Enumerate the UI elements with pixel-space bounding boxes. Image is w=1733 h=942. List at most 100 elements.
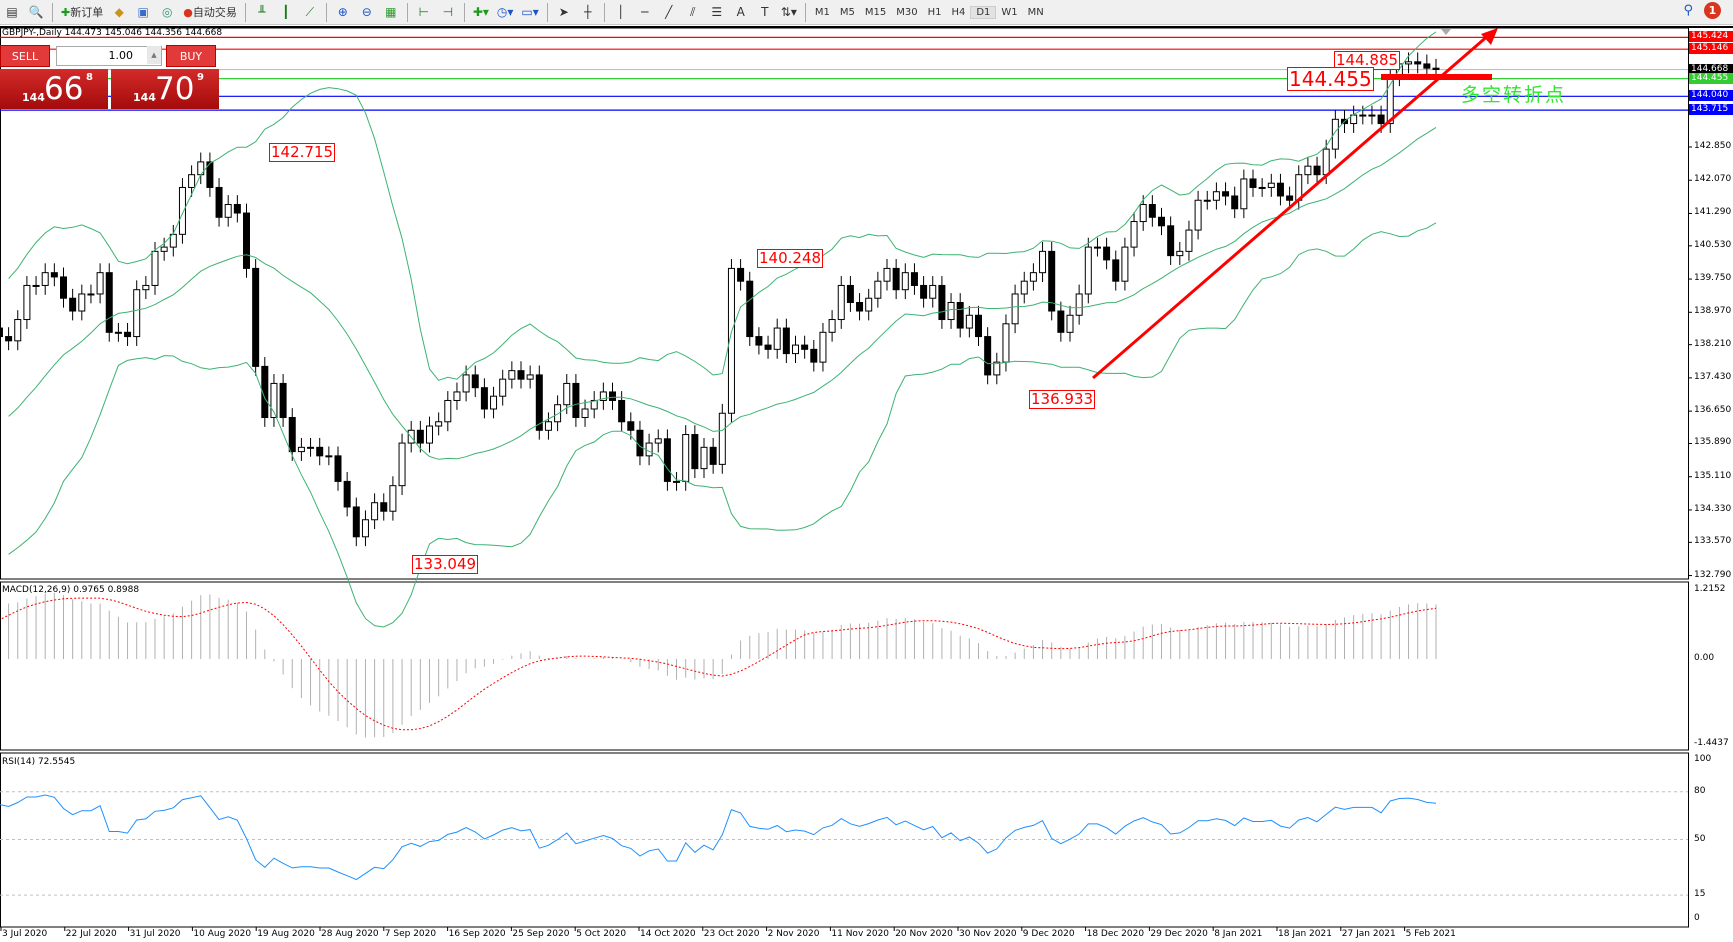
zoom-in-icon[interactable]: ⊕ xyxy=(337,5,348,19)
timeframe-h1[interactable]: H1 xyxy=(927,6,942,18)
sell-price-pips: 66 xyxy=(44,71,84,107)
candle-body xyxy=(965,314,973,329)
text-icon[interactable]: A xyxy=(736,5,745,19)
auto-trading-icon: ● xyxy=(183,5,193,19)
price-tag: 145.424 xyxy=(1689,31,1733,43)
macd-pane-frame xyxy=(0,581,1689,751)
equidistant-channel-icon[interactable]: ⫽ xyxy=(690,4,696,19)
candle-body xyxy=(471,374,479,389)
candle-body xyxy=(1240,178,1248,210)
chart-canvas[interactable] xyxy=(0,25,1733,942)
candle-body xyxy=(718,412,726,465)
timeframe-mn[interactable]: MN xyxy=(1027,6,1044,18)
candle-body xyxy=(535,374,543,431)
tile-windows-icon[interactable]: ▦ xyxy=(385,5,397,19)
arrows-icon[interactable]: ⇅▾ xyxy=(780,5,797,19)
candle-body xyxy=(178,186,186,235)
buy-price-fraction: 9 xyxy=(197,72,204,83)
candle-body xyxy=(590,399,598,410)
auto-scroll-icon[interactable]: ⊢ xyxy=(418,5,430,19)
new-chart-icon[interactable]: ▤ xyxy=(6,5,18,19)
date-axis-label: 19 Aug 2020 xyxy=(257,929,315,939)
templates-icon[interactable]: ▭▾ xyxy=(521,5,539,19)
sell-price[interactable]: 144 66 8 xyxy=(0,69,108,109)
candle-body xyxy=(1368,114,1376,117)
lot-increase-button[interactable]: ▲ xyxy=(147,46,161,64)
signals-icon[interactable]: ◎ xyxy=(161,5,173,19)
timeframe-h4[interactable]: H4 xyxy=(951,6,966,18)
auto-trading-button[interactable]: ● 自动交易 xyxy=(181,2,239,23)
low-label: 133.049 xyxy=(412,555,479,574)
candle-body xyxy=(1286,195,1294,201)
price-axis-label: 138.970 xyxy=(1694,306,1732,317)
price-tag: 144.668 xyxy=(1689,63,1733,75)
candle-body xyxy=(1029,272,1037,282)
timeframe-m1[interactable]: M1 xyxy=(814,6,830,18)
market-watch-icon[interactable]: ◆ xyxy=(114,5,124,19)
candle-body xyxy=(96,272,104,295)
candle-body xyxy=(920,284,928,299)
candlestick-icon[interactable]: ┃ xyxy=(282,5,290,19)
bollinger-upper xyxy=(8,31,1437,381)
zoom-window-icon[interactable]: 🔍 xyxy=(28,5,44,19)
plus-icon: ✚ xyxy=(61,5,71,19)
price-axis-label: 139.750 xyxy=(1694,273,1732,284)
candle-body xyxy=(352,506,360,538)
date-axis-label: 27 Jan 2021 xyxy=(1341,929,1396,939)
buy-button[interactable]: BUY xyxy=(166,45,216,67)
candle-body xyxy=(224,204,232,218)
candle-body xyxy=(727,267,735,414)
candle-body xyxy=(581,408,589,419)
date-axis-label: 16 Sep 2020 xyxy=(448,929,506,939)
candle-body xyxy=(993,361,1001,376)
date-axis-label: 5 Feb 2021 xyxy=(1405,929,1456,939)
candle-body xyxy=(1304,165,1312,176)
lot-size-input[interactable]: 1.00 xyxy=(56,46,162,66)
crosshair-icon[interactable]: ┼ xyxy=(584,5,592,19)
navigator-icon[interactable]: ▣ xyxy=(137,5,149,19)
vertical-line-icon[interactable]: │ xyxy=(617,5,625,19)
trendline-icon[interactable]: ╱ xyxy=(665,5,673,19)
candle-body xyxy=(490,395,498,410)
buy-price[interactable]: 144 70 9 xyxy=(111,69,219,109)
timeframe-m5[interactable]: M5 xyxy=(839,6,855,18)
notification-badge[interactable]: 1 xyxy=(1704,2,1721,19)
timeframe-d1[interactable]: D1 xyxy=(970,5,997,19)
macd-axis-label: 0.00 xyxy=(1694,653,1715,663)
pivot-label: 144.455 xyxy=(1287,67,1374,91)
indicators-icon[interactable]: ✚▾ xyxy=(472,5,489,19)
candle-body xyxy=(1075,293,1083,316)
zoom-out-icon[interactable]: ⊖ xyxy=(361,5,372,19)
shift-marker-icon xyxy=(1441,29,1451,35)
rsi-axis-label: 100 xyxy=(1694,754,1712,764)
candle-body xyxy=(938,284,946,321)
macd-signal-line xyxy=(0,597,1437,731)
candle-body xyxy=(279,382,287,419)
timeframe-w1[interactable]: W1 xyxy=(1001,6,1018,18)
bar-chart-icon[interactable]: ╨ xyxy=(258,5,266,19)
main-pane-frame xyxy=(0,27,1689,580)
sell-button[interactable]: SELL xyxy=(0,45,50,67)
timeframe-m30[interactable]: M30 xyxy=(896,6,918,18)
price-axis-label: 136.650 xyxy=(1694,405,1732,416)
pivot-marker-bar xyxy=(1381,74,1492,80)
new-order-button[interactable]: ✚ 新订单 xyxy=(59,2,105,23)
price-axis-label: 141.290 xyxy=(1694,207,1732,218)
candle-body xyxy=(1048,250,1056,312)
text-label-icon[interactable]: T xyxy=(761,5,769,19)
chart-shift-icon[interactable]: ⊣ xyxy=(442,5,454,19)
timeframe-m15[interactable]: M15 xyxy=(864,6,887,18)
candle-body xyxy=(554,404,562,423)
search-icon[interactable]: ⚲ xyxy=(1683,3,1693,18)
line-chart-icon[interactable]: ⟋ xyxy=(305,4,315,19)
horizontal-line-icon[interactable]: ─ xyxy=(641,5,649,19)
candle-body xyxy=(325,455,333,458)
fibonacci-icon[interactable]: ☰ xyxy=(711,5,723,19)
candle-body xyxy=(23,284,31,321)
divider xyxy=(804,2,806,22)
candle-body xyxy=(627,421,635,431)
candle-body xyxy=(1414,61,1422,65)
cursor-icon[interactable]: ➤ xyxy=(558,5,569,19)
candle-body xyxy=(50,272,58,278)
periods-icon[interactable]: ◷▾ xyxy=(496,5,514,19)
